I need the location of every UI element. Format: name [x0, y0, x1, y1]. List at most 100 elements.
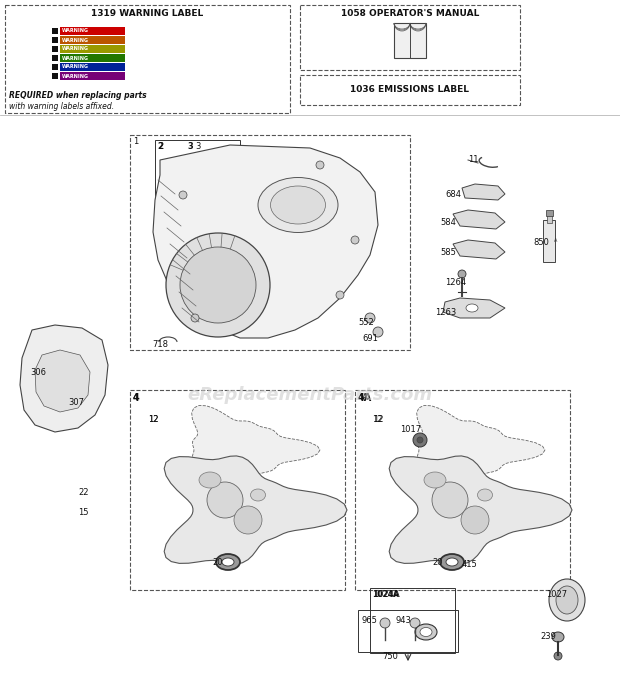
Bar	[60, 36, 125, 44]
Ellipse shape	[270, 186, 326, 224]
Text: 3: 3	[195, 142, 200, 151]
Ellipse shape	[415, 624, 437, 640]
Text: 1: 1	[133, 137, 138, 146]
Text: 239: 239	[540, 632, 556, 641]
Text: 943: 943	[395, 616, 411, 625]
Ellipse shape	[477, 489, 492, 501]
Text: 11: 11	[468, 155, 479, 164]
Bar	[547, 215, 552, 223]
Bar	[52, 28, 58, 34]
Text: 1024A: 1024A	[373, 590, 400, 599]
Bar	[52, 55, 58, 61]
Ellipse shape	[556, 586, 578, 614]
Circle shape	[180, 247, 256, 323]
Ellipse shape	[440, 554, 464, 570]
Bar	[546, 210, 553, 216]
Polygon shape	[417, 405, 545, 495]
Text: 552: 552	[358, 318, 374, 327]
Text: 1264: 1264	[445, 278, 466, 287]
Text: 12: 12	[372, 415, 383, 424]
Text: 750: 750	[382, 652, 398, 661]
Text: 965: 965	[362, 616, 378, 625]
Polygon shape	[20, 325, 108, 432]
Text: 20: 20	[432, 558, 443, 567]
Text: 3: 3	[187, 142, 193, 151]
Circle shape	[458, 270, 466, 278]
Text: A: A	[554, 238, 557, 243]
Polygon shape	[443, 298, 505, 318]
Circle shape	[373, 327, 383, 337]
Polygon shape	[453, 240, 505, 259]
Text: 584: 584	[440, 218, 456, 227]
Ellipse shape	[552, 632, 564, 642]
Circle shape	[234, 506, 262, 534]
Circle shape	[166, 233, 270, 337]
Ellipse shape	[549, 579, 585, 621]
Bar	[52, 37, 58, 43]
Text: 850: 850	[533, 238, 549, 247]
Bar	[370, 588, 455, 653]
Text: 4: 4	[133, 393, 138, 402]
Text: 12: 12	[373, 415, 384, 424]
Circle shape	[461, 506, 489, 534]
Text: 2: 2	[157, 142, 163, 151]
Ellipse shape	[222, 558, 234, 566]
Circle shape	[365, 313, 375, 323]
Polygon shape	[389, 456, 572, 564]
Circle shape	[432, 482, 468, 518]
Polygon shape	[192, 405, 320, 495]
Polygon shape	[164, 456, 347, 564]
Circle shape	[191, 314, 199, 322]
Bar	[52, 73, 58, 79]
Text: 1319 WARNING LABEL: 1319 WARNING LABEL	[91, 9, 203, 18]
Text: 415: 415	[462, 560, 478, 569]
Text: 4A: 4A	[358, 393, 372, 403]
Ellipse shape	[216, 554, 240, 570]
Circle shape	[410, 618, 420, 628]
Circle shape	[179, 191, 187, 199]
Text: 1027: 1027	[546, 590, 567, 599]
Ellipse shape	[446, 558, 458, 566]
Text: 691: 691	[362, 334, 378, 343]
Text: 1058 OPERATOR'S MANUAL: 1058 OPERATOR'S MANUAL	[341, 9, 479, 18]
Text: 1017: 1017	[400, 425, 421, 434]
Text: WARNING: WARNING	[62, 73, 89, 78]
Bar	[60, 45, 125, 53]
Text: 1024A: 1024A	[372, 590, 399, 599]
Bar	[60, 27, 125, 35]
Ellipse shape	[195, 152, 215, 164]
Text: eReplacementParts.com: eReplacementParts.com	[187, 386, 433, 404]
Bar	[60, 72, 125, 80]
Circle shape	[316, 161, 324, 169]
Polygon shape	[462, 184, 505, 200]
Circle shape	[417, 437, 423, 443]
Text: 15: 15	[78, 508, 89, 517]
Text: WARNING: WARNING	[62, 37, 89, 42]
Bar	[394, 23, 426, 58]
Ellipse shape	[258, 177, 338, 232]
Bar	[193, 168, 217, 196]
Circle shape	[554, 652, 562, 660]
Circle shape	[413, 433, 427, 447]
Circle shape	[207, 482, 243, 518]
Text: 4A: 4A	[358, 393, 369, 402]
Polygon shape	[35, 350, 90, 412]
Text: 12: 12	[148, 415, 159, 424]
Bar	[52, 64, 58, 70]
Bar	[60, 54, 125, 62]
Text: REQUIRED when replacing parts: REQUIRED when replacing parts	[9, 91, 146, 100]
Text: 1263: 1263	[435, 308, 456, 317]
Bar	[130, 135, 410, 350]
Circle shape	[380, 618, 390, 628]
Ellipse shape	[250, 489, 265, 501]
Text: 4: 4	[133, 393, 140, 403]
Text: 684: 684	[445, 190, 461, 199]
Bar	[52, 46, 58, 52]
Text: 20: 20	[212, 558, 223, 567]
Text: 585: 585	[440, 248, 456, 257]
Bar	[155, 140, 240, 210]
Bar	[358, 610, 458, 652]
Text: 718: 718	[152, 340, 168, 349]
Bar	[5, 5, 290, 113]
Text: WARNING: WARNING	[62, 64, 89, 69]
